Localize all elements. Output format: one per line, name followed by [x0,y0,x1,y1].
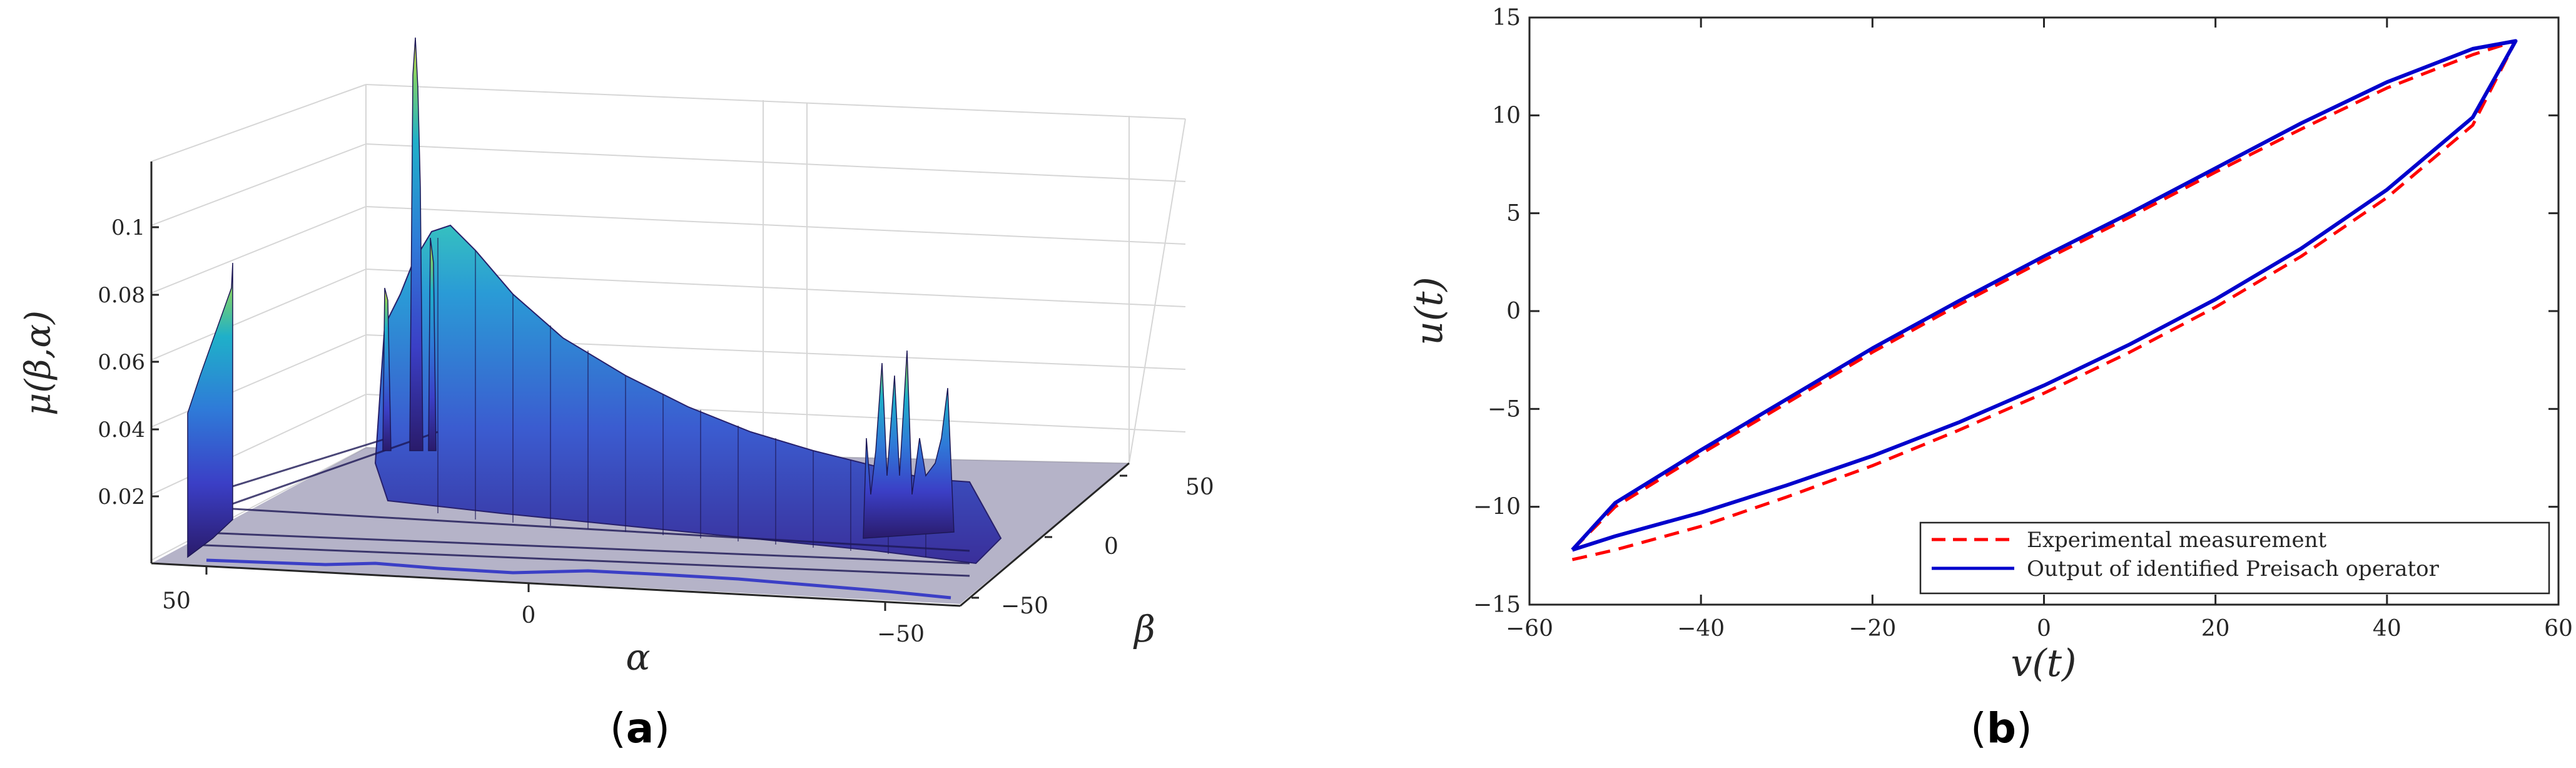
x-tick-label: −20 [1848,616,1896,642]
x-tick-label: 40 [2373,616,2401,642]
alpha-axis-label: α [626,636,650,678]
alpha-tick-label: 50 [162,588,191,614]
legend: Experimental measurement Output of ident… [1919,521,2550,595]
z-tick-label: 0.04 [98,417,145,443]
legend-label-preisach: Output of identified Preisach operator [2027,556,2440,581]
y-tick-label: −10 [1473,494,1521,520]
surface-spike-med [382,287,392,451]
panel-label-b-close: ) [2016,704,2032,752]
y-tick-label: 10 [1492,103,1521,128]
alpha-tick-label: 0 [522,603,536,628]
panel-label-a: (a) [610,704,670,752]
surface-spike-tall [409,37,423,451]
panel-label-a-close: ) [654,704,671,752]
panel-label-b-letter: b [1986,704,2016,752]
z-axis-label: μ(β,α) [18,310,59,416]
alpha-tick-label: −50 [877,622,925,647]
line-chart-b: −60 −40 −20 0 20 40 60 −15 −10 −5 0 5 10 15 v(t) u(t… [1407,5,2573,685]
panel-label-b: (b) [1970,704,2032,752]
surface-texture [437,238,926,557]
surface-plot-a: 0.02 0.04 0.06 0.08 0.1 μ(β,α) 50 0 −50 … [18,37,1214,678]
beta-tick-marks [971,474,1127,599]
y-tick-label: 0 [1506,299,1521,324]
x-tick-label: 0 [2037,616,2051,642]
beta-tick-label: −50 [1001,593,1048,619]
surface-spikes-right [863,350,955,539]
y-tick-label: 5 [1506,201,1521,227]
y-tick-label: −5 [1488,396,1521,422]
z-tick-label: 0.02 [98,484,145,509]
panel-label-a-open: ( [610,704,626,752]
beta-tick-label: 50 [1185,474,1214,500]
surface-corner-wall [187,262,233,558]
surface-floor-stripes [187,431,970,577]
beta-axis-label: β [1133,608,1155,650]
x-tick-label: 60 [2544,616,2573,642]
y-axis-label: u(t) [1407,277,1451,346]
plot-area-frame [1528,16,2560,606]
series-group [1571,39,2518,561]
x-ticks: −60 −40 −20 0 20 40 60 [1506,18,2573,642]
x-tick-label: 20 [2201,616,2230,642]
legend-box [1919,521,2550,595]
surface-axes-edges [151,462,1130,607]
x-tick-label: −40 [1677,616,1725,642]
panel-label-b-open: ( [1970,704,1987,752]
z-tick-label: 0.1 [111,215,145,240]
y-ticks: −15 −10 −5 0 5 10 15 [1473,5,2558,618]
y-tick-label: −15 [1473,592,1521,618]
z-tick-label: 0.08 [98,283,145,308]
surface-floor-curve [206,558,951,600]
legend-label-experimental: Experimental measurement [2027,528,2326,553]
series-line-preisach [1571,39,2518,552]
x-tick-label: −60 [1506,616,1553,642]
y-tick-label: 15 [1492,5,1521,31]
z-tick-marks [151,226,159,498]
z-tick-label: 0.06 [98,350,145,375]
panel-label-a-letter: a [626,704,654,752]
surface-ridge [374,224,1002,565]
beta-tick-label: 0 [1104,534,1118,560]
x-axis-label: v(t) [2011,642,2077,685]
alpha-tick-marks [205,566,886,611]
surface-spike-med2 [428,237,437,451]
